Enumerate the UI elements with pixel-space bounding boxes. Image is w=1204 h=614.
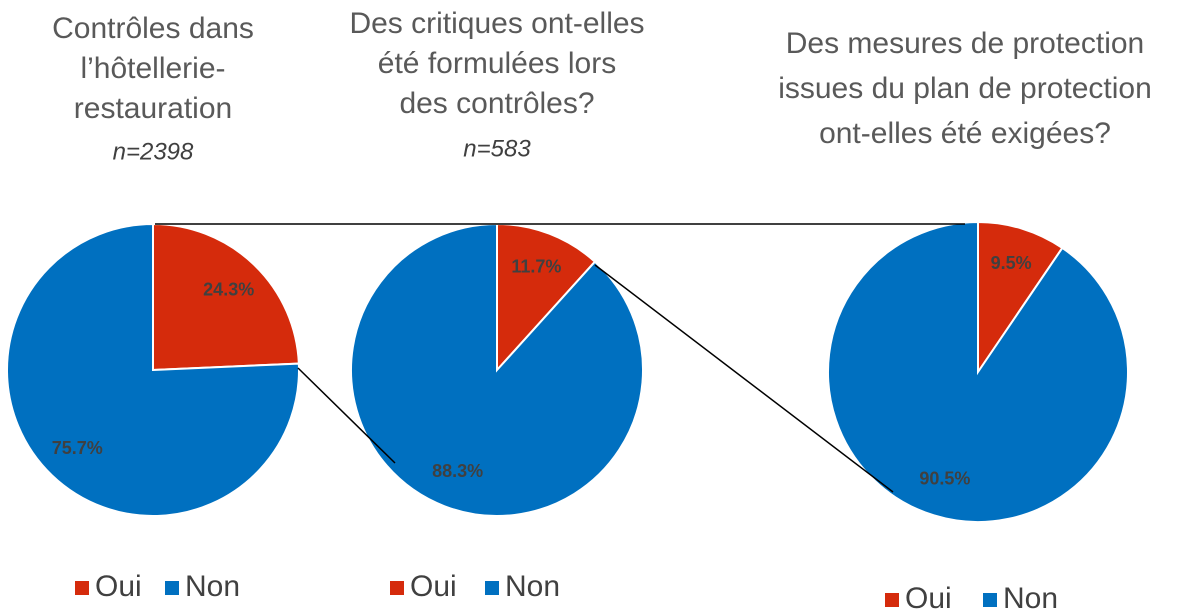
chart-title: issues du plan de protection: [778, 72, 1152, 105]
legend-label: Oui: [95, 570, 142, 603]
data-label: 88.3%: [432, 461, 483, 481]
legend-label: Oui: [410, 570, 457, 603]
chart-subtitle: n=583: [463, 135, 531, 162]
chart-title: Contrôles dans: [52, 12, 254, 45]
data-label: 90.5%: [919, 468, 970, 488]
legend-swatch: [75, 581, 89, 595]
data-label: 75.7%: [52, 438, 103, 458]
chart-title: été formulées lors: [378, 47, 616, 80]
data-label: 11.7%: [511, 257, 561, 277]
legend-swatch: [885, 593, 899, 607]
connectors: [155, 223, 965, 493]
pie-slice: [152, 222, 300, 372]
chart-title: Des mesures de protection: [786, 27, 1145, 60]
chart-title: ont-elles été exigées?: [819, 117, 1111, 150]
chart-title: des contrôles?: [399, 87, 594, 120]
legend-swatch: [390, 581, 404, 595]
legend-swatch: [165, 581, 179, 595]
data-label: 9.5%: [991, 253, 1032, 273]
chart-title: restauration: [74, 92, 232, 125]
legend-label: Non: [185, 570, 240, 603]
legend-label: Non: [505, 570, 560, 603]
legend-swatch: [485, 581, 499, 595]
legend-label: Non: [1003, 582, 1058, 614]
chart-title: Des critiques ont-elles: [349, 7, 644, 40]
legend-swatch: [983, 593, 997, 607]
pie-slice: [350, 222, 644, 517]
data-label: 24.3%: [203, 280, 254, 300]
chart-title: l’hôtellerie-: [80, 52, 225, 85]
pie-slice: [6, 222, 300, 517]
pie-slice: [827, 220, 1129, 523]
pie-slice: [977, 220, 1064, 376]
connector: [297, 367, 396, 464]
connector: [594, 264, 894, 493]
chart-subtitle: n=2398: [113, 138, 194, 165]
legend-label: Oui: [905, 582, 952, 614]
